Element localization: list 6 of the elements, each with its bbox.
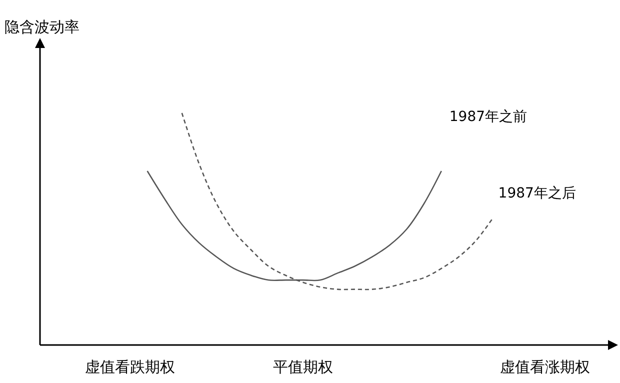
x-tick-label: 虚值看涨期权 xyxy=(500,358,590,376)
series-label: 1987年之后 xyxy=(498,185,576,202)
text: 1987年之前 xyxy=(449,109,528,125)
text: 隐含波动率 xyxy=(4,18,80,36)
x-tick-label: 虚值看跌期权 xyxy=(85,358,175,376)
x-tick-label: 平值期权 xyxy=(273,358,333,376)
